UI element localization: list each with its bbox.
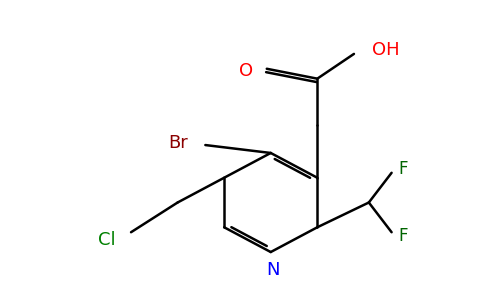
Text: O: O (239, 62, 253, 80)
Text: N: N (266, 261, 279, 279)
Text: Br: Br (168, 134, 187, 152)
Text: OH: OH (372, 41, 399, 59)
Text: F: F (399, 160, 408, 178)
Text: Cl: Cl (98, 231, 115, 249)
Text: F: F (399, 227, 408, 245)
